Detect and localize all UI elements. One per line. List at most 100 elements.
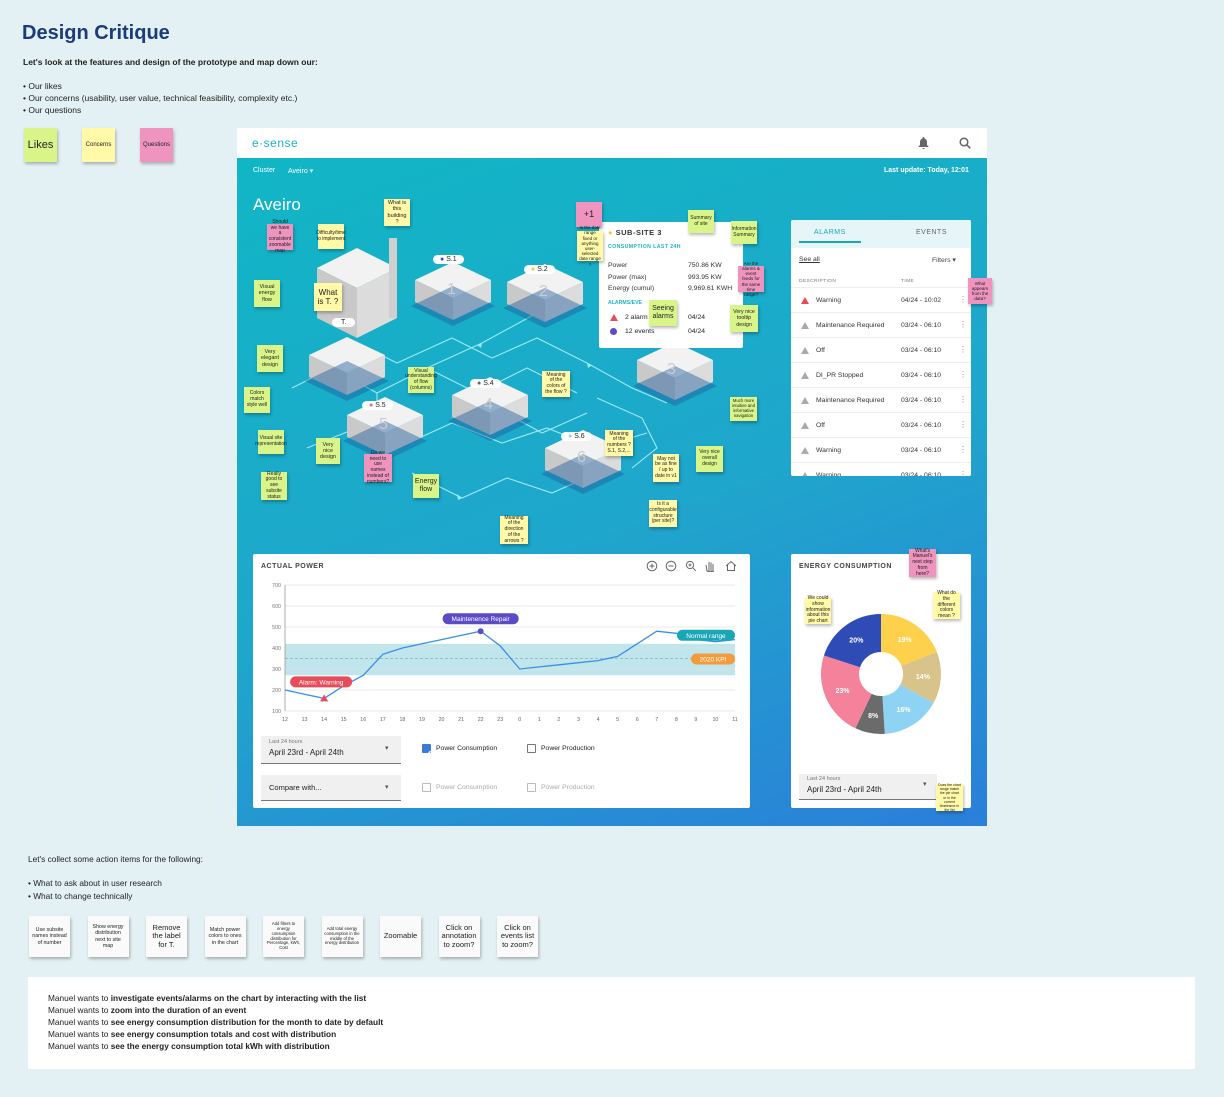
action-card[interactable]: Add filters to energy consumption distri… bbox=[263, 916, 304, 957]
search-icon[interactable] bbox=[959, 137, 971, 149]
building-1[interactable]: 1 bbox=[411, 262, 495, 326]
site-label-t[interactable]: T. bbox=[332, 318, 356, 327]
question-sticky[interactable]: Do we need to use names instead of numbe… bbox=[364, 450, 392, 484]
like-sticky[interactable]: Information Summary bbox=[731, 221, 757, 244]
cluster-select[interactable]: Aveiro ▾ bbox=[288, 167, 313, 175]
question-sticky[interactable]: We could show information about this pie… bbox=[805, 595, 831, 625]
building-4[interactable]: 4 bbox=[448, 377, 532, 441]
zoom-out-icon[interactable] bbox=[665, 560, 677, 572]
alarm-row[interactable]: Maintenance Required 03/24 - 06:10 ⋮ bbox=[791, 312, 971, 337]
building-2[interactable]: 2 bbox=[503, 264, 587, 328]
question-sticky[interactable]: What is T. ? bbox=[314, 283, 342, 311]
compare-select[interactable]: Compare with... ▾ bbox=[261, 775, 401, 801]
checkbox-compare-consumption[interactable] bbox=[422, 783, 431, 792]
question-sticky[interactable]: Meaning of the colors of the flow ? bbox=[542, 371, 570, 397]
like-sticky[interactable]: Colors match style well bbox=[244, 387, 270, 413]
checkbox-power-consumption[interactable] bbox=[422, 744, 431, 757]
legend-likes-sticky[interactable]: Likes bbox=[24, 128, 57, 162]
pie-slice[interactable] bbox=[882, 684, 934, 734]
action-card[interactable]: Click on events list to zoom? bbox=[497, 916, 538, 957]
building-t[interactable] bbox=[305, 337, 389, 401]
question-sticky[interactable]: Is the date range fixed or anything user… bbox=[577, 225, 603, 267]
energy-pie-chart[interactable]: 19% 14% 16% 8% 23% 20% bbox=[811, 604, 951, 744]
question-sticky[interactable]: Is it a configurable structure (per site… bbox=[649, 500, 677, 527]
action-card[interactable]: Remove the label for T. bbox=[146, 916, 187, 957]
alarm-row[interactable]: Maintenance Required 03/24 - 06:10 ⋮ bbox=[791, 387, 971, 412]
concern-sticky[interactable]: May not be as fine / up to date in v1 bbox=[653, 454, 679, 482]
building-6[interactable]: 6 bbox=[541, 430, 625, 494]
question-sticky[interactable]: What appears from the data? bbox=[968, 278, 992, 304]
more-vert-icon[interactable]: ⋮ bbox=[959, 320, 967, 329]
action-card[interactable]: Use subsite names instead of number bbox=[29, 916, 70, 957]
alarm-row[interactable]: Warning 03/24 - 06:10 ⋮ bbox=[791, 462, 971, 476]
site-label-s6[interactable]: ● S.6 bbox=[561, 432, 592, 441]
question-sticky[interactable]: What's Manuel's next step from here? bbox=[909, 548, 936, 577]
site-label-s5[interactable]: ● S.5 bbox=[362, 401, 393, 410]
bell-icon[interactable] bbox=[918, 137, 929, 149]
more-vert-icon[interactable]: ⋮ bbox=[959, 295, 967, 304]
like-sticky[interactable]: Much more intuitive and informative navi… bbox=[730, 397, 757, 421]
action-card[interactable]: Add total energy consumption in the midd… bbox=[321, 916, 363, 957]
concern-sticky[interactable]: Difficulty/time to implement bbox=[316, 224, 346, 249]
checkbox-power-production[interactable] bbox=[527, 744, 536, 753]
site-label-s1[interactable]: ● S.1 bbox=[433, 255, 464, 264]
legend-questions-sticky[interactable]: Questions bbox=[140, 128, 173, 162]
like-sticky[interactable]: Very elegant design bbox=[257, 345, 283, 372]
question-sticky[interactable]: What do the different colors mean ? bbox=[933, 590, 960, 619]
like-sticky[interactable]: Seeing alarms bbox=[649, 300, 677, 326]
home-icon[interactable] bbox=[725, 560, 737, 571]
alarm-row[interactable]: Warning 03/24 - 06:10 ⋮ bbox=[791, 437, 971, 462]
see-all-link[interactable]: See all bbox=[799, 256, 820, 263]
like-sticky[interactable]: Very nice overall design bbox=[696, 446, 723, 472]
question-sticky[interactable]: Meaning of the numbers ? S.1, S.2,... bbox=[605, 430, 633, 456]
more-vert-icon[interactable]: ⋮ bbox=[959, 445, 967, 454]
like-sticky[interactable]: Visual understanding of flow (columns) bbox=[405, 367, 437, 393]
alarm-row[interactable]: DI_PR Stopped 03/24 - 06:10 ⋮ bbox=[791, 362, 971, 387]
action-card[interactable]: Show energy distribution next to site ma… bbox=[87, 916, 129, 957]
more-vert-icon[interactable]: ⋮ bbox=[959, 370, 967, 379]
energy-range-select[interactable]: Last 24 hours April 23rd - April 24th ▾ bbox=[799, 774, 937, 800]
action-card[interactable]: Click on annotation to zoom? bbox=[438, 916, 480, 957]
alarm-row[interactable]: Off 03/24 - 06:10 ⋮ bbox=[791, 412, 971, 437]
site-label-s4[interactable]: ● S.4 bbox=[470, 379, 501, 388]
legend-concerns-sticky[interactable]: Concerns bbox=[82, 128, 115, 162]
range-select[interactable]: Last 24 hours April 23rd - April 24th ▾ bbox=[261, 736, 401, 764]
filters-dropdown[interactable]: Filters ▾ bbox=[932, 256, 956, 264]
breadcrumb[interactable]: Cluster bbox=[253, 167, 276, 174]
like-sticky[interactable]: Visual site representation bbox=[255, 430, 287, 454]
tooltip-event-count[interactable]: 12 events bbox=[625, 328, 655, 335]
like-sticky[interactable]: Summary of site bbox=[688, 210, 714, 233]
alarm-row[interactable]: Off 03/24 - 06:10 ⋮ bbox=[791, 337, 971, 362]
building-5[interactable]: 5 bbox=[343, 397, 427, 461]
like-sticky[interactable]: Really good to see subsite status bbox=[261, 471, 287, 500]
more-vert-icon[interactable]: ⋮ bbox=[959, 395, 967, 404]
question-sticky[interactable]: Should we have a consistent zoomable map bbox=[267, 219, 293, 253]
tab-events[interactable]: EVENTS bbox=[916, 229, 948, 236]
tooltip-alarm-count[interactable]: 2 alarm bbox=[625, 314, 648, 321]
like-sticky[interactable]: Visual energy flow bbox=[254, 280, 280, 307]
building-3[interactable]: 3 bbox=[633, 342, 717, 406]
question-sticky[interactable]: Are the alarms & event feeds for the sam… bbox=[738, 261, 764, 297]
zoom-in-icon[interactable] bbox=[646, 560, 658, 572]
pie-slice[interactable] bbox=[821, 655, 872, 729]
pie-slice[interactable] bbox=[823, 614, 881, 668]
question-sticky[interactable]: Does the chart range match the pie chart… bbox=[936, 783, 963, 812]
checkbox-compare-production[interactable] bbox=[527, 783, 536, 792]
magnify-icon[interactable] bbox=[685, 560, 697, 572]
more-vert-icon[interactable]: ⋮ bbox=[959, 345, 967, 354]
pie-slice[interactable] bbox=[900, 651, 941, 703]
plus-one-sticky[interactable]: +1 bbox=[576, 202, 602, 227]
action-card[interactable]: Zoomable bbox=[380, 916, 421, 957]
like-sticky[interactable]: Energy flow bbox=[413, 474, 439, 498]
action-card[interactable]: Match power colors to ones in the chart bbox=[204, 916, 246, 957]
more-vert-icon[interactable]: ⋮ bbox=[959, 470, 967, 476]
site-label-s2[interactable]: ● S.2 bbox=[524, 265, 555, 274]
pie-slice[interactable] bbox=[855, 693, 885, 734]
tab-alarms[interactable]: ALARMS bbox=[814, 229, 846, 236]
like-sticky[interactable]: Very nice tooltip design bbox=[730, 305, 758, 332]
more-vert-icon[interactable]: ⋮ bbox=[959, 420, 967, 429]
pan-hand-icon[interactable] bbox=[705, 562, 715, 572]
like-sticky[interactable]: Very nice design bbox=[316, 438, 340, 464]
pie-slice[interactable] bbox=[881, 614, 937, 666]
